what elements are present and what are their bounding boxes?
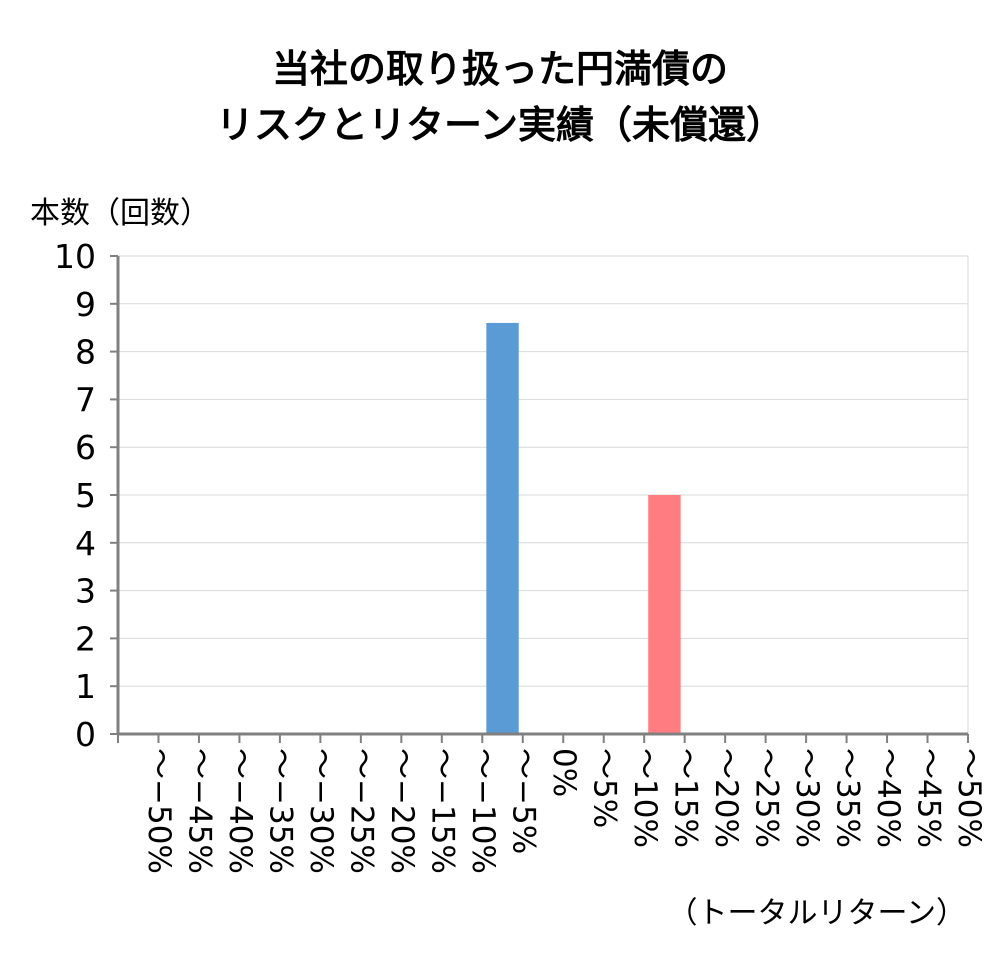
x-tick-label: 〜−50% — [141, 748, 177, 874]
x-tick-label: 〜−35% — [263, 748, 299, 874]
y-tick-label: 9 — [75, 285, 96, 324]
chart-title-line2: リスクとリターン実績（未償還） — [215, 103, 785, 147]
y-tick-label: 7 — [75, 380, 96, 419]
x-tick-label: 〜−25% — [344, 748, 380, 874]
x-tick-label: 〜20% — [708, 748, 744, 848]
x-tick-label: 〜45% — [910, 748, 946, 848]
y-axis-label: 本数（回数） — [30, 196, 210, 231]
bar-13 — [648, 495, 681, 734]
x-tick-label: 〜−10% — [465, 748, 501, 874]
x-tick-label: 〜35% — [829, 748, 865, 848]
x-tick-label: 〜−30% — [303, 748, 339, 874]
y-tick-label: 5 — [75, 476, 96, 515]
y-tick-label: 8 — [75, 333, 96, 372]
x-tick-label: 〜−45% — [182, 748, 218, 874]
x-axis-label: （トータルリターン） — [667, 896, 967, 931]
x-tick-label: 〜−5% — [506, 748, 542, 854]
y-tick-label: 2 — [75, 619, 96, 658]
x-tick-label: 0% — [546, 748, 582, 797]
x-tick-label: 〜15% — [667, 748, 703, 848]
x-tick-label: 〜−20% — [384, 748, 420, 874]
x-tick-label: 〜50% — [951, 748, 987, 848]
chart-title-line1: 当社の取り扱った円満債の — [271, 47, 728, 91]
x-tick-label: 〜−15% — [425, 748, 461, 874]
x-tick-label: 〜40% — [870, 748, 906, 848]
x-tick-label: 〜30% — [789, 748, 825, 848]
y-tick-label: 0 — [75, 715, 96, 754]
y-tick-label: 4 — [75, 524, 96, 563]
y-tick-label: 6 — [75, 428, 96, 467]
y-tick-label: 3 — [75, 572, 96, 611]
y-tick-label: 10 — [54, 237, 96, 276]
x-tick-label: 〜−40% — [222, 748, 258, 874]
x-tick-label: 〜5% — [586, 748, 622, 828]
x-tick-label: 〜25% — [748, 748, 784, 848]
y-tick-label: 1 — [75, 667, 96, 706]
x-tick-label: 〜10% — [627, 748, 663, 848]
bar-9 — [486, 322, 519, 734]
